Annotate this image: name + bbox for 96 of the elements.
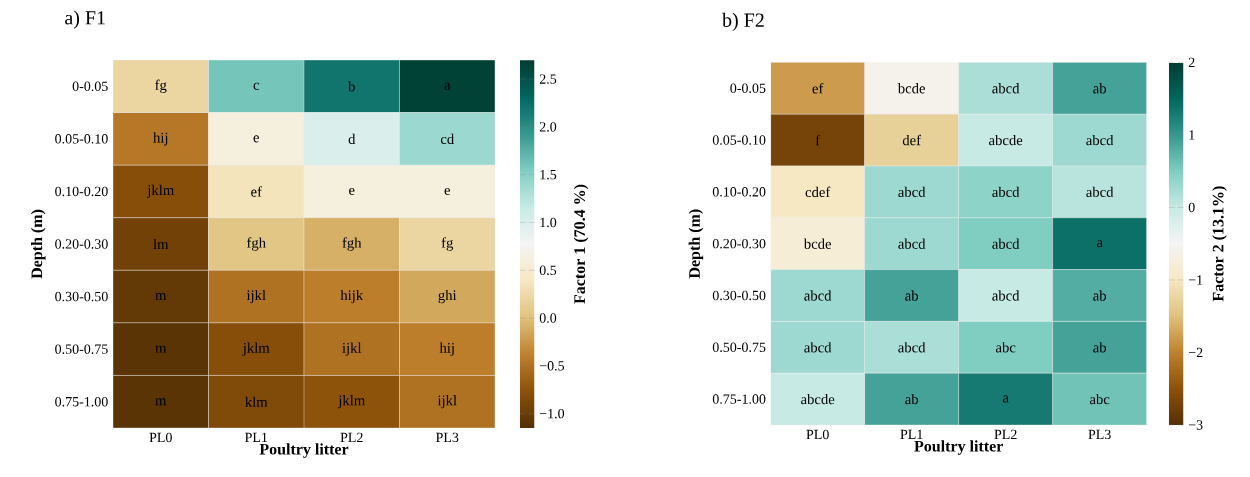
data-label: ijkl <box>342 342 362 356</box>
data-label: abcde <box>989 134 1023 146</box>
x-tick-label: PL1 <box>244 432 268 442</box>
data-label: d <box>348 133 356 145</box>
data-label: hij <box>153 132 168 146</box>
data-label: e <box>444 187 450 195</box>
data-label: abc <box>1090 393 1110 405</box>
y-tick-label: 0.75-1.00 <box>55 396 108 407</box>
chart-title: a) F1 <box>65 10 105 29</box>
color-bar-label: −1.0 <box>539 408 565 419</box>
data-label: a <box>1002 395 1009 403</box>
x-tick-label: PL2 <box>340 432 363 442</box>
data-label: hijk <box>340 289 364 304</box>
data-label: abcd <box>1086 186 1114 198</box>
color-bar-label: 1.5 <box>540 169 557 180</box>
y-tick-label: 0-0.05 <box>730 83 766 93</box>
color-bar-title: Factor 1 (70.4 %) <box>573 184 589 304</box>
data-label: f <box>815 134 821 146</box>
data-label: cdef <box>805 186 831 198</box>
color-bar-label: 1.0 <box>540 217 557 228</box>
color-bar-label: 0.0 <box>539 313 557 323</box>
y-tick-label: 0.30-0.50 <box>55 291 108 302</box>
y-tick-label: 0.20-0.30 <box>55 239 108 249</box>
data-label: ghi <box>438 289 457 304</box>
data-label: abcd <box>898 342 926 353</box>
x-tick-label: PL1 <box>900 429 923 439</box>
x-axis-title: Poultry litter <box>914 440 1003 455</box>
y-tick-label: 0.10-0.20 <box>712 187 766 197</box>
x-tick-label: PL3 <box>1088 429 1111 440</box>
data-label: abc <box>996 342 1016 353</box>
chart-title: b) F2 <box>722 12 764 31</box>
data-label: e <box>253 135 260 143</box>
data-label: jklm <box>337 395 365 409</box>
data-label: ijkl <box>437 395 457 409</box>
data-label: abcde <box>801 393 835 405</box>
color-bar-label: 2.0 <box>539 122 557 132</box>
x-tick-label: PL2 <box>994 429 1017 439</box>
data-label: b <box>348 81 355 92</box>
data-label: ab <box>1093 83 1107 94</box>
data-label: ef <box>251 186 262 197</box>
data-label: fgh <box>246 237 266 251</box>
x-tick-label: PL0 <box>806 429 829 440</box>
data-label: ab <box>905 393 919 405</box>
y-tick-label: 0.05-0.10 <box>712 135 766 145</box>
x-axis-title: Poultry litter <box>259 443 349 458</box>
data-label: abcd <box>1086 134 1114 146</box>
data-label: abcd <box>898 238 926 249</box>
color-bar-label: 0.5 <box>539 265 557 276</box>
data-label: fg <box>155 79 167 94</box>
x-tick-label: PL3 <box>435 432 459 443</box>
data-label: abcd <box>992 238 1020 249</box>
data-label: a <box>444 82 451 90</box>
data-label: abcd <box>992 83 1020 94</box>
color-bar-label: −1 <box>1188 275 1203 285</box>
data-label: lm <box>153 238 169 250</box>
y-axis-title: Depth (m) <box>30 209 46 279</box>
y-tick-label: 0.20-0.30 <box>712 238 766 249</box>
data-label: ab <box>905 290 919 301</box>
y-tick-label: 0-0.05 <box>72 81 108 92</box>
data-label: def <box>902 134 922 146</box>
data-label: jklm <box>146 184 174 199</box>
data-label: klm <box>245 396 268 407</box>
color-bar-label: 2 <box>1188 57 1195 67</box>
data-label: ijkl <box>246 289 266 304</box>
data-label: m <box>155 345 167 353</box>
color-bar-label: 0 <box>1188 202 1195 213</box>
y-tick-label: 0.10-0.20 <box>55 186 108 197</box>
data-label: m <box>155 398 167 406</box>
color-bar-label: 1 <box>1189 130 1195 140</box>
data-label: jklm <box>242 342 270 356</box>
data-label: abcd <box>804 342 832 353</box>
data-label: a <box>1096 240 1103 248</box>
y-tick-label: 0.50-0.75 <box>55 344 108 354</box>
color-bar-label: −3 <box>1188 420 1203 430</box>
data-label: abcd <box>992 290 1020 301</box>
data-label: ab <box>1093 290 1107 301</box>
color-bar-title: Factor 2 (13.1%) <box>1212 186 1227 302</box>
data-label: abcd <box>804 290 832 301</box>
color-bar-label: −0.5 <box>539 361 565 371</box>
color-bar-label: −2 <box>1188 347 1203 358</box>
data-label: c <box>253 82 260 90</box>
data-label: e <box>349 187 355 195</box>
data-label: abcd <box>992 186 1020 198</box>
y-axis-title: Depth (m) <box>688 209 704 279</box>
x-tick-label: PL0 <box>149 432 172 443</box>
data-label: m <box>155 293 167 301</box>
data-label: ef <box>812 83 824 94</box>
data-label: bcde <box>803 238 831 249</box>
y-tick-label: 0.75-1.00 <box>712 394 766 404</box>
data-label: abcd <box>898 186 926 198</box>
color-bar-label: 2.5 <box>539 74 557 84</box>
y-tick-label: 0.50-0.75 <box>712 342 766 353</box>
data-label: hij <box>439 342 454 356</box>
y-tick-label: 0.05-0.10 <box>55 134 108 144</box>
y-tick-label: 0.30-0.50 <box>712 290 766 301</box>
data-label: fgh <box>342 237 362 251</box>
